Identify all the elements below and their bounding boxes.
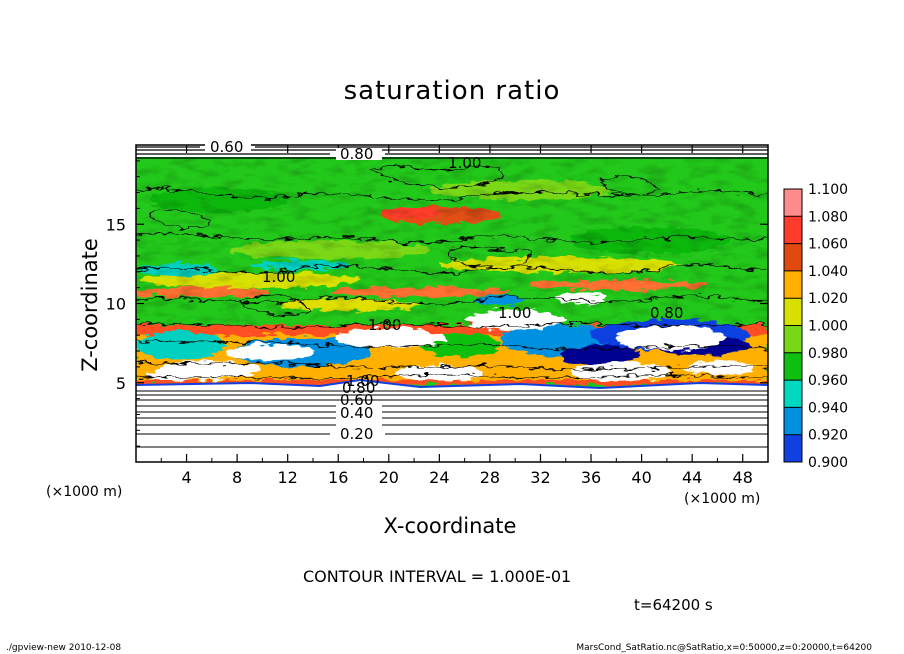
colorbar-swatch — [784, 352, 802, 381]
x-tick-label: 32 — [530, 468, 550, 487]
y-tick-label: 5 — [116, 374, 126, 393]
contour-label: 0.40 — [340, 404, 373, 422]
x-tick-label: 44 — [682, 468, 702, 487]
x-tick-label: 20 — [379, 468, 399, 487]
x-tick-label: 48 — [733, 468, 753, 487]
footer-left: ./gpview-new 2010-12-08 — [6, 643, 122, 653]
x-axis: 4 8 12 16 20 24 28 32 36 40 44 48 — [160, 145, 753, 487]
contour-label: 0.60 — [340, 391, 373, 409]
colorbar-label: 1.100 — [808, 182, 848, 198]
x-tick-label: 28 — [480, 468, 500, 487]
colorbar-swatch — [784, 189, 802, 217]
contour-label: 0.80 — [340, 145, 373, 163]
x-axis-unit: (×1000 m) — [684, 491, 761, 507]
colorbar-label: 1.040 — [808, 264, 848, 280]
y-axis: 5 10 15 — [106, 160, 768, 447]
time-label: t=64200 s — [634, 596, 713, 614]
colorbar-swatch — [784, 325, 802, 354]
contour-label: 1.00 — [262, 268, 295, 286]
footer-right: MarsCond_SatRatio.nc@SatRatio,x=0:50000,… — [576, 643, 872, 653]
x-tick-label: 4 — [181, 468, 191, 487]
x-tick-label: 12 — [278, 468, 298, 487]
x-tick-label: 40 — [631, 468, 651, 487]
contour-label: 1.00 — [448, 154, 481, 172]
contour-label: 0.80 — [650, 304, 683, 322]
contour-labels: 0.20 0.40 0.60 0.80 1.00 0.60 0.80 1.00 … — [205, 138, 683, 443]
colorbar-label: 1.080 — [808, 209, 848, 225]
x-axis-label: X-coordinate — [383, 514, 517, 538]
colorbar-label: 0.900 — [808, 455, 848, 471]
contour-label: 0.80 — [342, 379, 375, 397]
contour-label: 0.20 — [340, 425, 373, 443]
colorbar-label: 1.000 — [808, 319, 848, 335]
contour-interval-note: CONTOUR INTERVAL = 1.000E-01 — [303, 567, 572, 586]
colorbar-swatch — [784, 434, 802, 463]
y-tick-label: 15 — [106, 215, 126, 234]
colorbar-swatch — [784, 270, 802, 299]
heatmap-field — [136, 145, 768, 462]
colorbar-label: 1.060 — [808, 237, 848, 253]
contour-label: 1.00 — [346, 372, 379, 390]
x-tick-label: 16 — [328, 468, 348, 487]
colorbar-swatch — [784, 407, 802, 436]
colorbar-swatch — [784, 380, 802, 408]
colorbar-label: 0.920 — [808, 428, 848, 444]
y-axis-label: Z-coordinate — [78, 238, 102, 372]
colorbar-swatch — [784, 298, 802, 326]
colorbar-label: 0.960 — [808, 373, 848, 389]
contour-label: 1.00 — [368, 316, 401, 334]
x-tick-label: 36 — [581, 468, 601, 487]
colorbar-swatch — [784, 243, 802, 272]
colorbar-label: 1.020 — [808, 291, 848, 307]
colorbar: 1.100 1.080 1.060 1.040 1.020 1.000 0.980 0.960… — [783, 182, 848, 471]
y-axis-unit: (×1000 m) — [46, 484, 123, 500]
contour-label: 0.60 — [210, 138, 243, 156]
colorbar-swatch — [784, 216, 802, 245]
y-tick-label: 10 — [106, 295, 126, 314]
x-tick-label: 24 — [429, 468, 449, 487]
chart-title: saturation ratio — [343, 76, 561, 106]
x-tick-label: 8 — [232, 468, 242, 487]
colorbar-label: 0.980 — [808, 346, 848, 362]
colorbar-label: 0.940 — [808, 400, 848, 416]
contour-label: 1.00 — [498, 304, 531, 322]
